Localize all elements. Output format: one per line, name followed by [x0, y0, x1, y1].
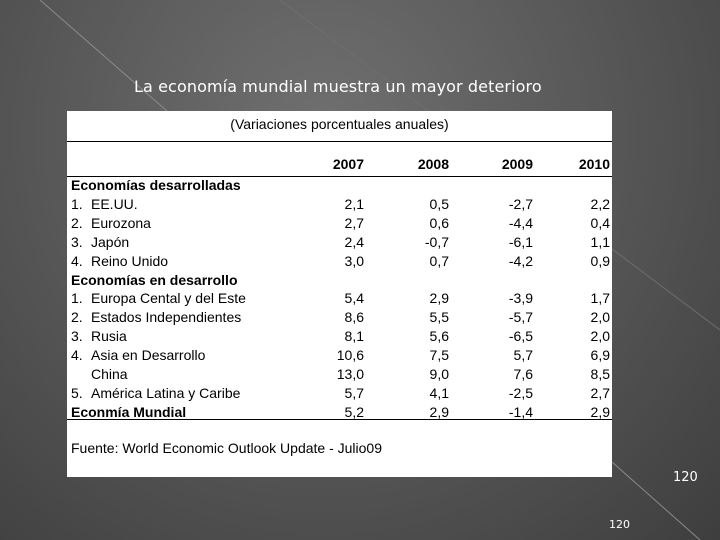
value-cell-2007: 10,6: [336, 347, 364, 364]
value-cell-2008: 0,7: [429, 252, 449, 269]
table-row: 3. Japón 2,4 -0,7 -6,1 1,1: [67, 234, 612, 253]
divider: [67, 141, 612, 142]
value-cell-2008: 2,9: [429, 403, 449, 420]
value-cell-2010: 2,2: [590, 195, 610, 212]
table-row: 5. América Latina y Caribe 5,7 4,1 -2,5 2,7: [67, 385, 612, 404]
year-header-2009: 2009: [501, 156, 533, 172]
value-cell-2009: -2,7: [508, 195, 533, 212]
row-number: 3.: [71, 233, 83, 250]
value-cell-2009: -3,9: [508, 290, 533, 307]
value-cell-2010: 2,9: [590, 403, 610, 420]
row-number: 1.: [71, 195, 83, 212]
value-cell-2009: -4,2: [508, 252, 533, 269]
value-cell-2007: 5,4: [344, 290, 364, 307]
section-label: Economías desarrolladas: [71, 177, 241, 193]
value-cell-2010: 2,7: [590, 384, 610, 401]
row-label: América Latina y Caribe: [91, 384, 241, 401]
slide-title: La economía mundial muestra un mayor det…: [134, 77, 542, 96]
row-label: Rusia: [91, 328, 127, 345]
row-number: 3.: [71, 328, 83, 345]
value-cell-2008: 5,6: [429, 328, 449, 345]
value-cell-2008: 0,6: [429, 214, 449, 231]
table-row: 1. Europa Cental y del Este 5,4 2,9 -3,9 1,7: [67, 290, 612, 309]
value-cell-2010: 2,0: [590, 328, 610, 345]
value-cell-2007: 5,7: [344, 384, 364, 401]
value-cell-2007: 8,6: [344, 309, 364, 326]
row-label: China: [91, 366, 128, 382]
row-label: Europa Cental y del Este: [91, 290, 246, 307]
value-cell-2008: 4,1: [429, 384, 449, 401]
value-cell-2008: 9,0: [429, 366, 449, 382]
table-row: 3. Rusia 8,1 5,6 -6,5 2,0: [67, 328, 612, 347]
section-label: Economías en desarrollo: [71, 271, 238, 288]
page-number-footer: 120: [609, 518, 630, 531]
economy-table: (Variaciones porcentuales anuales) 2007 …: [67, 111, 612, 477]
section-header-row: Economías en desarrollo: [67, 272, 612, 291]
source-note: Fuente: World Economic Outlook Update - …: [71, 440, 383, 456]
value-cell-2007: 2,7: [344, 214, 364, 231]
value-cell-2009: -2,5: [508, 384, 533, 401]
value-cell-2010: 0,9: [590, 252, 610, 269]
value-cell-2010: 0,4: [590, 214, 610, 231]
divider: [67, 419, 612, 420]
value-cell-2008: 5,5: [429, 309, 449, 326]
value-cell-2008: 0,5: [429, 195, 449, 212]
value-cell-2009: -6,1: [508, 233, 533, 250]
table-row: China 13,0 9,0 7,6 8,5: [67, 366, 612, 385]
total-label: Econmía Mundial: [71, 403, 187, 420]
row-number: 4.: [71, 347, 83, 364]
table-row: 4. Asia en Desarrollo 10,6 7,5 5,7 6,9: [67, 347, 612, 366]
page-number: 120: [673, 470, 698, 485]
table-subtitle: (Variaciones porcentuales anuales): [230, 116, 449, 132]
value-cell-2008: -0,7: [424, 233, 449, 250]
value-cell-2009: -4,4: [508, 214, 533, 231]
value-cell-2007: 5,2: [344, 403, 364, 420]
row-label: Reino Unido: [91, 252, 169, 269]
value-cell-2009: -5,7: [508, 309, 533, 326]
year-header-2010: 2010: [578, 156, 610, 172]
value-cell-2010: 2,0: [590, 309, 610, 326]
year-header-2008: 2008: [417, 156, 449, 172]
row-number: 5.: [71, 384, 83, 401]
value-cell-2010: 1,1: [590, 233, 610, 250]
row-label: Asia en Desarrollo: [91, 347, 206, 364]
table-row: 1. EE.UU. 2,1 0,5 -2,7 2,2: [67, 196, 612, 215]
row-label: Japón: [91, 233, 130, 250]
value-cell-2007: 2,1: [344, 195, 364, 212]
value-cell-2008: 2,9: [429, 290, 449, 307]
value-cell-2009: 5,7: [513, 347, 533, 364]
row-number: 1.: [71, 290, 83, 307]
row-label: Eurozona: [91, 214, 151, 231]
value-cell-2010: 1,7: [590, 290, 610, 307]
row-number: 2.: [71, 214, 83, 231]
total-row: Econmía Mundial 5,2 2,9 -1,4 2,9: [67, 404, 612, 423]
value-cell-2007: 13,0: [336, 366, 364, 382]
value-cell-2009: 7,6: [513, 366, 533, 382]
value-cell-2007: 2,4: [344, 233, 364, 250]
table-row: 2. Eurozona 2,7 0,6 -4,4 0,4: [67, 215, 612, 234]
row-label: EE.UU.: [91, 195, 138, 212]
value-cell-2007: 3,0: [344, 252, 364, 269]
value-cell-2007: 8,1: [344, 328, 364, 345]
value-cell-2010: 6,9: [590, 347, 610, 364]
divider: [67, 176, 612, 177]
row-number: 4.: [71, 252, 83, 269]
section-header-row: Economías desarrolladas: [67, 177, 612, 196]
year-header-2007: 2007: [332, 156, 364, 172]
row-number: 2.: [71, 309, 83, 326]
value-cell-2009: -1,4: [508, 403, 533, 420]
value-cell-2008: 7,5: [429, 347, 449, 364]
table-row: 4. Reino Unido 3,0 0,7 -4,2 0,9: [67, 253, 612, 272]
value-cell-2009: -6,5: [508, 328, 533, 345]
table-row: 2. Estados Independientes 8,6 5,5 -5,7 2,0: [67, 309, 612, 328]
value-cell-2010: 8,5: [590, 366, 610, 382]
row-label: Estados Independientes: [91, 309, 242, 326]
